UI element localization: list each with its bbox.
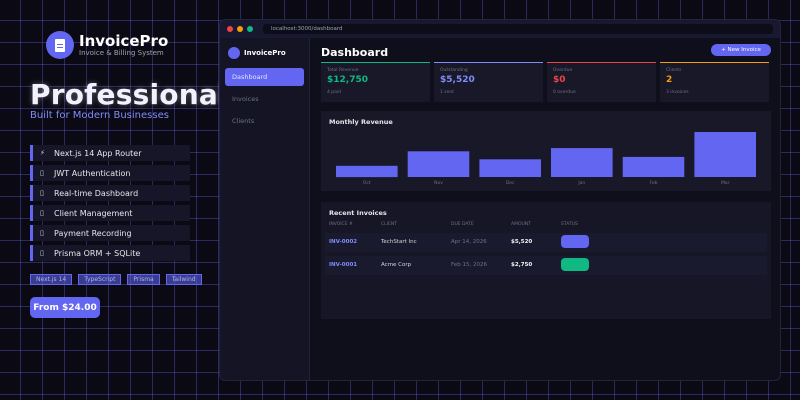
feature-label: Next.js 14 App Router — [54, 148, 142, 158]
status-badge — [561, 235, 589, 248]
minimize-window-icon[interactable] — [237, 26, 243, 32]
stat-card-clients: Clients 2 3 invoices — [660, 62, 769, 102]
table-title: Recent Invoices — [329, 209, 387, 217]
new-invoice-button[interactable]: + New Invoice — [711, 44, 771, 56]
sidebar-item-dashboard[interactable]: Dashboard — [225, 68, 304, 86]
invoice-amount: $5,520 — [511, 239, 533, 245]
page-title: Dashboard — [321, 46, 389, 59]
bar-dec — [479, 159, 541, 177]
column-header: CLIENT — [381, 222, 397, 227]
column-header: AMOUNT — [511, 222, 531, 227]
feature-label: Real-time Dashboard — [54, 188, 139, 198]
client-name: Acme Corp — [381, 262, 412, 268]
stat-value: 2 — [666, 75, 673, 85]
invoice-number[interactable]: INV-0001 — [329, 262, 358, 268]
app-logo-icon — [228, 47, 240, 59]
maximize-window-icon[interactable] — [247, 26, 253, 32]
promo-headline: Professional — [30, 78, 228, 111]
column-header: DUE DATE — [451, 222, 474, 227]
stat-card-outstanding: Outstanding $5,520 1 sent — [434, 62, 543, 102]
sidebar-brand-name: InvoicePro — [244, 49, 286, 57]
stat-subtext: 0 overdue — [553, 90, 576, 95]
stat-card-revenue: Total Revenue $12,750 4 paid — [321, 62, 430, 102]
invoice-number[interactable]: INV-0002 — [329, 239, 358, 245]
stat-value: $5,520 — [440, 75, 475, 85]
browser-titlebar: localhost:3000/dashboard — [220, 20, 780, 38]
feature-label: JWT Authentication — [54, 168, 131, 178]
sidebar-brand: InvoicePro — [220, 38, 309, 59]
bar-nov — [407, 151, 470, 177]
feature-item: ▯ JWT Authentication — [30, 165, 190, 181]
promo-subheadline: Built for Modern Businesses — [30, 110, 169, 121]
bar-mar — [694, 132, 756, 177]
sidebar-nav: Dashboard Invoices Clients — [220, 68, 309, 130]
due-date: Apr 14, 2026 — [451, 239, 487, 245]
main-content: Dashboard + New Invoice Total Revenue $1… — [311, 38, 780, 380]
tech-tag: Prisma — [127, 274, 160, 285]
sidebar-item-invoices[interactable]: Invoices — [232, 95, 259, 103]
tech-tag: TypeScript — [78, 274, 122, 285]
feature-label: Payment Recording — [54, 228, 132, 238]
table-row[interactable]: INV-0002 TechStart Inc Apr 14, 2026 $5,5… — [325, 233, 767, 252]
recent-invoices-card: Recent Invoices INVOICE # CLIENT DUE DAT… — [321, 202, 771, 319]
tick-label-nov: Nov — [434, 180, 443, 186]
promo-brand: InvoicePro Invoice & Billing System — [46, 31, 168, 59]
stat-subtext: 4 paid — [327, 90, 342, 95]
invoice-amount: $2,750 — [511, 262, 533, 268]
stat-value: $12,750 — [327, 75, 368, 85]
stat-card-overdue: Overdue $0 0 overdue — [547, 62, 656, 102]
revenue-bar-chart: Oct Nov Dec Jan Feb Mar — [336, 132, 756, 186]
feature-icon: ▯ — [40, 249, 44, 257]
bar-feb — [622, 156, 685, 177]
tech-tags: Next.js 14 TypeScript Prisma Tailwind — [30, 274, 202, 285]
feature-icon: ▯ — [40, 169, 44, 177]
brand-tagline: Invoice & Billing System — [79, 49, 164, 57]
column-header: STATUS — [561, 222, 578, 227]
stat-label: Outstanding — [440, 68, 468, 73]
stat-label: Total Revenue — [327, 68, 359, 73]
revenue-chart-card: Monthly Revenue Oct Nov Dec Jan Feb Mar — [321, 111, 771, 191]
bar-oct — [336, 165, 398, 178]
address-bar[interactable]: localhost:3000/dashboard — [263, 24, 773, 34]
tick-label-jan: Jan — [577, 180, 585, 186]
lightning-icon: ⚡ — [40, 149, 45, 157]
tick-label-dec: Dec — [506, 180, 515, 186]
close-window-icon[interactable] — [227, 26, 233, 32]
feature-label: Client Management — [54, 208, 133, 218]
table-row[interactable]: INV-0001 Acme Corp Feb 15, 2026 $2,750 — [325, 256, 767, 275]
sidebar-item-clients[interactable]: Clients — [232, 117, 255, 125]
tech-tag: Next.js 14 — [30, 274, 73, 285]
chart-title: Monthly Revenue — [329, 118, 393, 126]
stat-subtext: 1 sent — [440, 90, 455, 95]
tick-label-feb: Feb — [650, 180, 658, 186]
feature-item: ⚡ Next.js 14 App Router — [30, 145, 190, 161]
buy-button[interactable]: From $24.00 — [30, 297, 100, 318]
brand-name: InvoicePro — [79, 32, 169, 50]
tech-tag: Tailwind — [165, 274, 202, 285]
sidebar: InvoicePro Dashboard Invoices Clients — [220, 38, 310, 380]
feature-icon: ▯ — [40, 209, 44, 217]
feature-label: Prisma ORM + SQLite — [54, 248, 141, 258]
feature-item: ▯ Payment Recording — [30, 225, 190, 241]
invoice-logo-icon — [46, 31, 74, 59]
stat-subtext: 3 invoices — [666, 90, 689, 95]
bar-jan — [551, 148, 613, 177]
status-badge — [561, 258, 589, 271]
feature-item: ▯ Real-time Dashboard — [30, 185, 190, 201]
due-date: Feb 15, 2026 — [451, 262, 487, 268]
client-name: TechStart Inc — [381, 239, 417, 245]
stat-label: Overdue — [553, 68, 573, 73]
tick-label-mar: Mar — [721, 180, 730, 186]
feature-icon: ▯ — [40, 229, 44, 237]
stats-row: Total Revenue $12,750 4 paid Outstanding… — [321, 62, 769, 102]
feature-icon: ▯ — [40, 189, 44, 197]
feature-item: ▯ Prisma ORM + SQLite — [30, 245, 190, 261]
tick-label-oct: Oct — [363, 180, 371, 186]
stat-label: Clients — [666, 68, 682, 73]
browser-window: localhost:3000/dashboard InvoicePro Dash… — [220, 20, 780, 380]
feature-list: ⚡ Next.js 14 App Router ▯ JWT Authenticati… — [30, 145, 190, 265]
column-header: INVOICE # — [329, 222, 353, 227]
feature-item: ▯ Client Management — [30, 205, 190, 221]
stat-value: $0 — [553, 75, 566, 85]
